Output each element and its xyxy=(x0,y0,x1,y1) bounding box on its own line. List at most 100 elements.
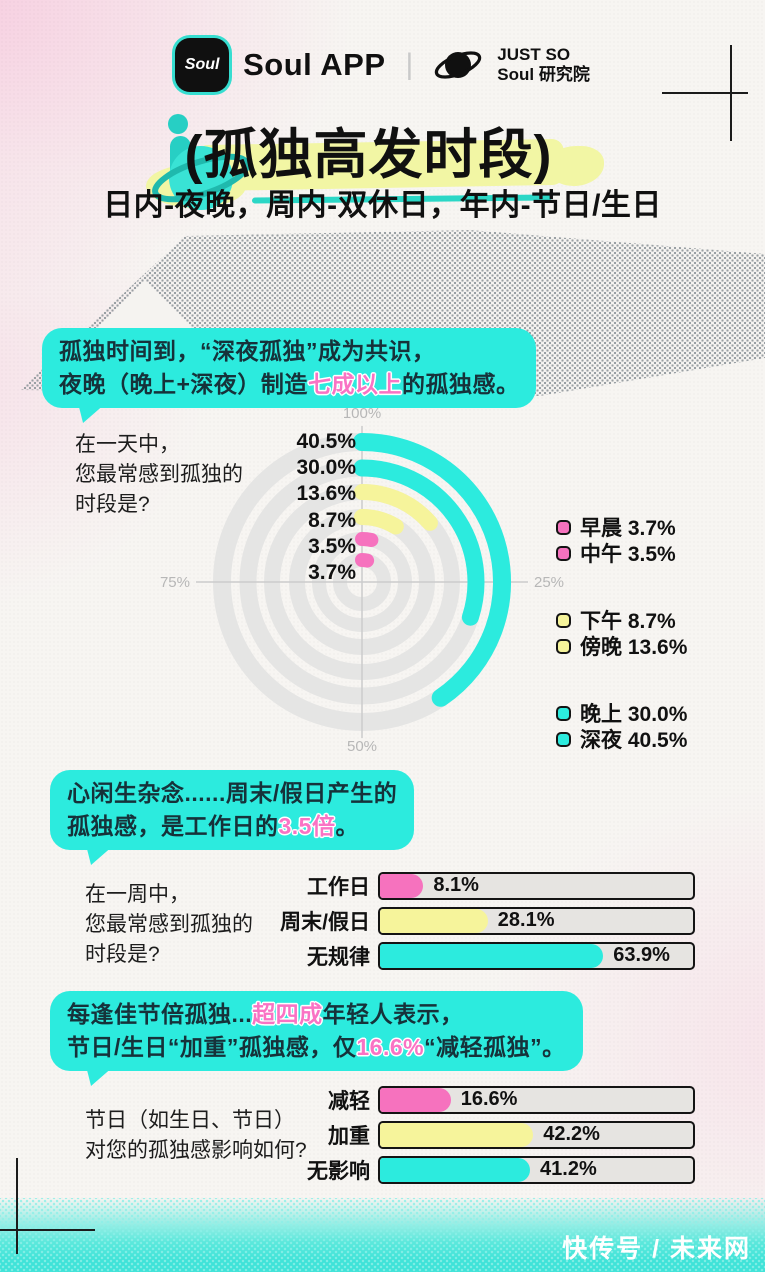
radial-value-column: 40.5% 30.0% 13.6% 8.7% 3.5% 3.7% xyxy=(250,429,356,586)
bottom-gradient-strip xyxy=(0,1198,765,1272)
soul-app-logo-text: Soul xyxy=(184,56,220,73)
legend-item: 早晨 3.7% xyxy=(556,514,687,540)
bar-label: 减轻 xyxy=(328,1090,370,1113)
legend-group: 晚上 30.0% 深夜 40.5% xyxy=(556,700,687,752)
callout-night-loneliness: 孤独时间到，“深夜孤独”成为共识， 夜晚（晚上+深夜）制造七成以上的孤独感。 xyxy=(42,328,537,408)
bar-track: 28.1% xyxy=(378,907,695,935)
legend-swatch xyxy=(556,638,571,654)
week-bar-chart: 工作日 8.1% 周末/假日 28.1% 无规律 63.9% xyxy=(258,872,708,977)
callout-line: 孤独感，是工作日的3.5倍。 xyxy=(67,813,359,839)
lab-line2: Soul 研究院 xyxy=(497,65,590,84)
bar-row: 减轻 16.6% xyxy=(258,1086,708,1114)
bar-fill xyxy=(380,874,424,898)
legend-label: 深夜 40.5% xyxy=(580,729,688,752)
legend-label: 早晨 3.7% xyxy=(580,517,676,540)
crosshair-mark-bottom-left xyxy=(16,1158,18,1254)
title-block: (孤独高发时段) xyxy=(0,100,765,230)
legend-swatch xyxy=(556,731,571,747)
planet-logo-icon xyxy=(435,51,482,79)
radial-value-label: 8.7% xyxy=(308,508,356,532)
callout-festival-loneliness: 每逢佳节倍孤独...超四成年轻人表示， 节日/生日“加重”孤独感，仅16.6%“减… xyxy=(50,991,583,1071)
bar-fill xyxy=(380,909,488,933)
question-line: 时段是? xyxy=(75,493,150,516)
radial-arc-中午 xyxy=(355,532,379,547)
app-name: Soul APP xyxy=(243,47,386,82)
legend-swatch xyxy=(556,545,571,561)
bar-fill xyxy=(380,1123,534,1147)
radial-value-label: 30.0% xyxy=(296,456,356,480)
question-line: 时段是? xyxy=(85,943,160,966)
legend-item: 晚上 30.0% xyxy=(556,700,687,726)
radial-value-label: 13.6% xyxy=(296,482,356,506)
question-line: 在一天中， xyxy=(75,433,180,456)
question-day-period: 在一天中， 您最常感到孤独的 时段是? xyxy=(75,430,243,520)
title-highlight-blob-right xyxy=(548,146,604,186)
bar-value: 41.2% xyxy=(540,1158,597,1180)
bar-row: 周末/假日 28.1% xyxy=(258,907,708,935)
callout-line: 节日/生日“加重”孤独感，仅16.6%“减轻孤独”。 xyxy=(67,1034,566,1060)
bar-value: 16.6% xyxy=(460,1088,518,1110)
bar-track: 42.2% xyxy=(378,1121,695,1149)
legend-group: 早晨 3.7% 中午 3.5% xyxy=(556,514,687,566)
bar-label: 无规律 xyxy=(307,946,370,969)
soul-app-logo-icon: Soul xyxy=(175,38,230,92)
bar-row: 工作日 8.1% xyxy=(258,872,708,900)
bar-value: 63.9% xyxy=(613,944,670,966)
page-subtitle: 日内-夜晚，周内-双休日，年内-节日/生日 xyxy=(103,189,662,222)
radial-arc-晚上 xyxy=(353,459,485,626)
bar-value: 42.2% xyxy=(543,1123,600,1145)
legend-item: 下午 8.7% xyxy=(556,607,687,633)
bar-label: 工作日 xyxy=(307,876,370,899)
legend-label: 下午 8.7% xyxy=(580,610,676,633)
crosshair-mark-bottom-left xyxy=(0,1229,95,1231)
callout-line: 每逢佳节倍孤独...超四成年轻人表示， xyxy=(67,1001,464,1027)
radial-arc-深夜 xyxy=(353,433,512,707)
radial-arc-下午 xyxy=(354,509,404,535)
legend-label: 晚上 30.0% xyxy=(580,703,688,726)
legend-label: 傍晚 13.6% xyxy=(580,636,688,659)
bar-row: 无规律 63.9% xyxy=(258,942,708,970)
question-line: 您最常感到孤独的 xyxy=(85,913,253,936)
bar-fill xyxy=(380,1158,531,1182)
lab-name: JUST SO Soul 研究院 xyxy=(497,45,590,85)
legend-item: 深夜 40.5% xyxy=(556,726,687,752)
question-week-period: 在一周中， 您最常感到孤独的 时段是? xyxy=(85,880,253,970)
question-line: 在一周中， xyxy=(85,883,190,906)
legend-group: 下午 8.7% 傍晚 13.6% xyxy=(556,607,687,659)
legend-item: 傍晚 13.6% xyxy=(556,633,687,659)
bar-label: 周末/假日 xyxy=(280,911,370,934)
question-line: 节日（如生日、节日） xyxy=(85,1109,295,1132)
bar-value: 8.1% xyxy=(433,874,479,896)
header: Soul Soul APP | JUST SO Soul 研究院 xyxy=(0,38,765,92)
highlighted-stat: 七成以上 xyxy=(307,371,402,397)
bar-value: 28.1% xyxy=(497,909,555,931)
radial-axis-tick: 100% xyxy=(343,405,381,422)
callout-line: 心闲生杂念......周末/假日产生的 xyxy=(67,780,398,806)
legend-label: 中午 3.5% xyxy=(580,543,676,566)
highlighted-stat: 3.5倍 xyxy=(278,813,336,839)
question-line: 对您的孤独感影响如何? xyxy=(85,1139,307,1162)
watermark: 快传号 / 未来网 xyxy=(562,1235,751,1263)
callout-line: 夜晚（晚上+深夜）制造七成以上的孤独感。 xyxy=(59,371,520,397)
question-line: 您最常感到孤独的 xyxy=(75,463,243,486)
crosshair-mark-top-right xyxy=(662,92,748,94)
planet-astronaut-icon xyxy=(146,114,250,210)
bar-label: 加重 xyxy=(328,1125,370,1148)
question-festival-impact: 节日（如生日、节日） 对您的孤独感影响如何? xyxy=(85,1106,307,1166)
radial-value-label: 3.5% xyxy=(308,534,356,558)
radial-chart-legend: 早晨 3.7% 中午 3.5% 下午 8.7% 傍晚 13.6% 晚上 30.0% 深夜 … xyxy=(556,514,687,793)
radial-arc-早晨 xyxy=(355,553,375,568)
radial-value-label: 3.7% xyxy=(308,561,356,585)
radial-axis-tick: 25% xyxy=(534,574,564,591)
radial-axis-tick: 50% xyxy=(347,738,377,755)
legend-swatch xyxy=(556,705,571,721)
legend-swatch xyxy=(556,612,571,628)
page-title: (孤独高发时段) xyxy=(184,125,553,185)
radial-value-label: 40.5% xyxy=(296,430,356,453)
highlighted-stat: 超四成 xyxy=(252,1001,323,1027)
bar-label: 无影响 xyxy=(307,1160,370,1183)
legend-item: 中午 3.5% xyxy=(556,540,687,566)
callout-line: 孤独时间到，“深夜孤独”成为共识， xyxy=(59,338,436,364)
radial-bar-chart: 100% 25% 50% 75% xyxy=(160,405,564,755)
